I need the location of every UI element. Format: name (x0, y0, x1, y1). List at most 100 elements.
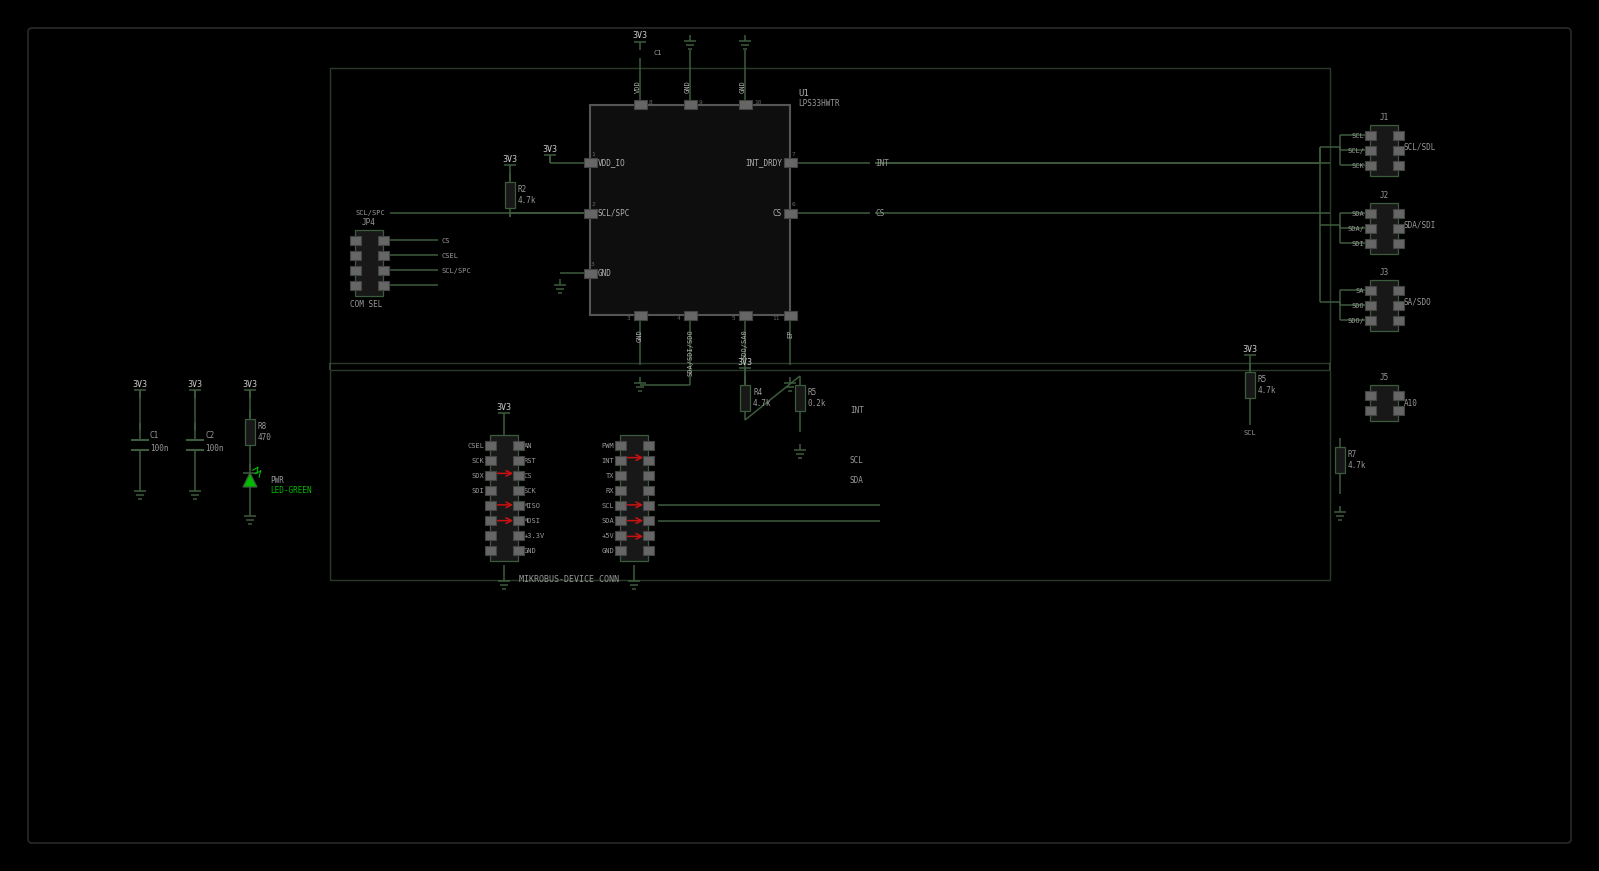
Text: 3V3: 3V3 (633, 31, 648, 40)
Text: R8: R8 (257, 422, 267, 430)
Text: SCL/SPC: SCL/SPC (441, 267, 470, 273)
Text: C2: C2 (205, 430, 214, 440)
Text: R5: R5 (807, 388, 817, 396)
Bar (484, 471, 496, 480)
Text: 6: 6 (792, 201, 795, 206)
Bar (1370, 125, 1398, 176)
Text: J1: J1 (1380, 112, 1388, 121)
Bar (1393, 286, 1404, 295)
Text: GND: GND (740, 80, 747, 93)
Bar (484, 486, 496, 495)
Text: +3.3V: +3.3V (524, 532, 545, 538)
Text: SCL/SPC: SCL/SPC (355, 210, 385, 216)
Text: 4.7k: 4.7k (1348, 461, 1367, 469)
Text: SCK: SCK (1351, 163, 1364, 168)
Bar (329, 370, 1330, 580)
Bar (350, 236, 360, 245)
Text: 3V3: 3V3 (737, 357, 753, 367)
Text: C1: C1 (654, 50, 662, 56)
Text: INT_DRDY: INT_DRDY (745, 159, 782, 167)
Text: GND: GND (601, 548, 614, 553)
Bar (633, 100, 646, 110)
Bar (1364, 131, 1375, 140)
Text: R4: R4 (753, 388, 763, 396)
Bar (484, 516, 496, 525)
Bar (614, 516, 625, 525)
Bar (590, 105, 790, 315)
Bar (1370, 385, 1398, 421)
Bar (1393, 209, 1404, 218)
Bar (377, 281, 389, 290)
Text: 3V3: 3V3 (1242, 345, 1257, 354)
Text: SCL: SCL (1351, 132, 1364, 138)
Text: CSEL: CSEL (441, 253, 457, 259)
Text: R5: R5 (1258, 375, 1268, 383)
Bar (795, 385, 804, 411)
Text: VDD: VDD (635, 80, 641, 93)
Bar (489, 435, 518, 561)
Bar (614, 471, 625, 480)
Text: INT: INT (875, 159, 889, 167)
Bar (377, 236, 389, 245)
Text: SDI: SDI (1351, 240, 1364, 246)
Bar (1393, 406, 1404, 415)
Bar (484, 456, 496, 465)
Text: 470: 470 (257, 433, 272, 442)
Text: J3: J3 (1380, 267, 1388, 276)
Text: 3V3: 3V3 (502, 154, 518, 164)
Bar (643, 546, 654, 555)
Bar (1393, 131, 1404, 140)
Bar (1364, 406, 1375, 415)
Text: EP: EP (787, 329, 793, 337)
Bar (1370, 203, 1398, 254)
Text: CS: CS (441, 238, 449, 244)
Text: GND: GND (684, 80, 691, 93)
Bar (784, 208, 796, 218)
Bar (484, 546, 496, 555)
Bar (377, 251, 389, 260)
Text: 1: 1 (592, 152, 595, 157)
Text: SA/SDO: SA/SDO (1404, 298, 1431, 307)
Bar (1364, 316, 1375, 325)
Bar (1393, 316, 1404, 325)
Text: AN: AN (524, 442, 532, 449)
Bar (614, 546, 625, 555)
Text: VDD_IO: VDD_IO (598, 159, 625, 167)
Text: RX: RX (606, 488, 614, 494)
Text: SCL: SCL (1244, 430, 1257, 436)
Bar (513, 471, 523, 480)
Text: GND: GND (598, 268, 612, 278)
Text: 4.7k: 4.7k (1258, 386, 1276, 395)
Bar (1364, 391, 1375, 400)
Text: SCL/SDL: SCL/SDL (1404, 143, 1436, 152)
Text: 3: 3 (592, 261, 595, 267)
Bar (513, 486, 523, 495)
Text: SDA: SDA (1351, 211, 1364, 217)
Text: SCL: SCL (601, 503, 614, 509)
Bar (584, 208, 596, 218)
Bar (643, 516, 654, 525)
Text: SDO/: SDO/ (1346, 318, 1364, 323)
Bar (643, 441, 654, 450)
Text: PWR: PWR (270, 476, 285, 484)
Bar (484, 501, 496, 510)
Text: R2: R2 (518, 185, 528, 193)
Text: 4.7k: 4.7k (518, 195, 537, 205)
Bar (614, 501, 625, 510)
Text: R7: R7 (1348, 449, 1358, 458)
Text: CS: CS (875, 208, 884, 218)
Text: U1: U1 (798, 89, 809, 98)
Text: SDI: SDI (472, 488, 484, 494)
Text: SDA/SDI/SDO: SDA/SDI/SDO (688, 329, 692, 375)
Bar (614, 441, 625, 450)
Text: 11: 11 (772, 315, 780, 321)
Bar (505, 182, 515, 208)
Bar (1335, 447, 1345, 473)
Bar (513, 531, 523, 540)
Text: 3V3: 3V3 (243, 380, 257, 388)
Bar (1393, 161, 1404, 170)
Bar (1393, 146, 1404, 155)
Text: 3V3: 3V3 (542, 145, 558, 153)
Text: CSEL: CSEL (467, 442, 484, 449)
Text: 9: 9 (699, 100, 702, 105)
